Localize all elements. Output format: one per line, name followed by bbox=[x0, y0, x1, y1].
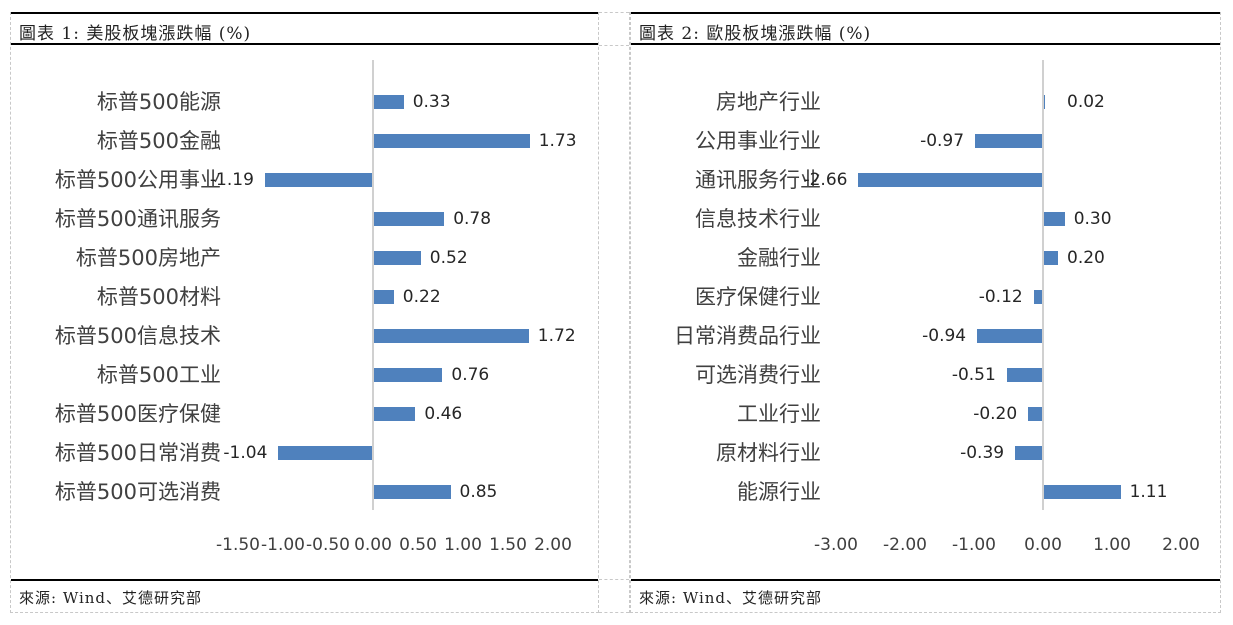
value-label: 0.22 bbox=[402, 287, 441, 307]
bar-chart-eu-sectors: 房地产行业 0.02 公用事业行业 -0.97 通讯服务行业 -2.66 信息技术行业 0.3… bbox=[631, 45, 1220, 579]
value-label: -0.39 bbox=[960, 443, 1005, 463]
data-bar bbox=[975, 134, 1042, 148]
value-label: -1.19 bbox=[209, 170, 254, 190]
source-row: 來源: Wind、艾德研究部 bbox=[11, 579, 598, 613]
panel-gap bbox=[599, 12, 630, 613]
data-bar bbox=[1006, 368, 1042, 382]
data-bar bbox=[1044, 212, 1065, 226]
x-axis-tick: 1.50 bbox=[489, 535, 527, 555]
category-label: 通讯服务行业 bbox=[695, 168, 821, 192]
data-bar bbox=[374, 290, 394, 304]
value-label: 0.20 bbox=[1067, 248, 1105, 268]
value-label: 0.33 bbox=[412, 92, 451, 112]
data-bar bbox=[1033, 290, 1042, 304]
zero-axis-line bbox=[372, 60, 374, 510]
x-axis-tick: 0.50 bbox=[399, 535, 437, 555]
category-label: 标普500日常消费 bbox=[54, 441, 221, 465]
category-label: 标普500医疗保健 bbox=[54, 402, 221, 426]
x-axis-tick: 1.00 bbox=[444, 535, 482, 555]
value-label: -0.12 bbox=[978, 287, 1023, 307]
category-label: 信息技术行业 bbox=[695, 207, 821, 231]
value-label: 0.85 bbox=[459, 482, 498, 502]
data-bar bbox=[374, 329, 529, 343]
chart-panel-eu: 圖表 2: 歐股板塊漲跌幅 (%) 房地产行业 0.02 公用事业行业 -0.97 通讯… bbox=[630, 12, 1221, 613]
x-axis-tick: 2.00 bbox=[1162, 535, 1200, 555]
source-note: 來源: Wind、艾德研究部 bbox=[19, 589, 203, 607]
x-axis-tick: -1.00 bbox=[952, 535, 996, 555]
category-label: 房地产行业 bbox=[716, 90, 821, 114]
value-label: -0.51 bbox=[951, 365, 996, 385]
x-axis-tick: -0.50 bbox=[306, 535, 350, 555]
category-label: 标普500信息技术 bbox=[54, 324, 221, 348]
value-label: 1.72 bbox=[537, 326, 576, 346]
value-label: 1.11 bbox=[1129, 482, 1168, 502]
category-label: 工业行业 bbox=[737, 402, 821, 426]
data-bar bbox=[1044, 95, 1046, 109]
category-label: 标普500金融 bbox=[96, 129, 221, 153]
value-label: 0.46 bbox=[424, 404, 463, 424]
chart-title-row: 圖表 2: 歐股板塊漲跌幅 (%) bbox=[631, 12, 1220, 45]
value-label: 0.02 bbox=[1067, 92, 1105, 112]
data-bar bbox=[1015, 446, 1042, 460]
bar-chart-us-sectors: 标普500能源 0.33 标普500金融 1.73 标普500公用事业 -1.19 标普50… bbox=[11, 45, 598, 579]
data-bar bbox=[1044, 485, 1121, 499]
category-label: 医疗保健行业 bbox=[695, 285, 821, 309]
data-bar bbox=[264, 173, 372, 187]
value-label: 0.76 bbox=[451, 365, 490, 385]
source-note: 來源: Wind、艾德研究部 bbox=[639, 589, 823, 607]
data-bar bbox=[278, 446, 372, 460]
category-label: 日常消费品行业 bbox=[674, 324, 821, 348]
value-label: 0.52 bbox=[429, 248, 468, 268]
data-bar bbox=[858, 173, 1042, 187]
category-label: 可选消费行业 bbox=[695, 363, 821, 387]
category-label: 标普500房地产 bbox=[75, 246, 221, 270]
x-axis-tick: 0.00 bbox=[1024, 535, 1062, 555]
value-label: 0.78 bbox=[453, 209, 492, 229]
chart-title-row: 圖表 1: 美股板塊漲跌幅 (%) bbox=[11, 12, 598, 45]
category-label: 标普500可选消费 bbox=[54, 480, 221, 504]
data-bar bbox=[374, 134, 530, 148]
x-axis-tick: -1.00 bbox=[261, 535, 305, 555]
data-bar bbox=[374, 407, 416, 421]
data-bar bbox=[374, 251, 421, 265]
value-label: -0.94 bbox=[922, 326, 967, 346]
category-label: 标普500通讯服务 bbox=[54, 207, 221, 231]
x-axis-tick: -3.00 bbox=[814, 535, 858, 555]
chart-title: 圖表 1: 美股板塊漲跌幅 (%) bbox=[19, 24, 252, 44]
data-bar bbox=[977, 329, 1042, 343]
value-label: -0.97 bbox=[920, 131, 965, 151]
data-bar bbox=[374, 368, 443, 382]
data-bar bbox=[374, 485, 451, 499]
x-axis-tick: -1.50 bbox=[216, 535, 260, 555]
data-bar bbox=[1044, 251, 1058, 265]
category-label: 能源行业 bbox=[737, 480, 821, 504]
chart-title: 圖表 2: 歐股板塊漲跌幅 (%) bbox=[639, 24, 872, 44]
value-label: -1.04 bbox=[223, 443, 268, 463]
category-label: 公用事业行业 bbox=[695, 129, 821, 153]
data-bar bbox=[1028, 407, 1042, 421]
value-label: -0.20 bbox=[973, 404, 1018, 424]
source-row: 來源: Wind、艾德研究部 bbox=[631, 579, 1220, 613]
x-axis-tick: 2.00 bbox=[534, 535, 572, 555]
chart-panel-us: 圖表 1: 美股板塊漲跌幅 (%) 标普500能源 0.33 标普500金融 1.73… bbox=[10, 12, 599, 613]
value-label: 0.30 bbox=[1073, 209, 1112, 229]
category-label: 金融行业 bbox=[737, 246, 821, 270]
value-label: -2.66 bbox=[803, 170, 848, 190]
category-label: 原材料行业 bbox=[716, 441, 821, 465]
category-label: 标普500公用事业 bbox=[54, 168, 221, 192]
x-axis-tick: -2.00 bbox=[883, 535, 927, 555]
category-label: 标普500材料 bbox=[96, 285, 221, 309]
x-axis-tick: 1.00 bbox=[1093, 535, 1131, 555]
zero-axis-line bbox=[1042, 60, 1044, 510]
category-label: 标普500工业 bbox=[96, 363, 221, 387]
data-bar bbox=[374, 95, 404, 109]
category-label: 标普500能源 bbox=[96, 90, 221, 114]
x-axis-tick: 0.00 bbox=[354, 535, 392, 555]
data-bar bbox=[374, 212, 445, 226]
value-label: 1.73 bbox=[538, 131, 577, 151]
